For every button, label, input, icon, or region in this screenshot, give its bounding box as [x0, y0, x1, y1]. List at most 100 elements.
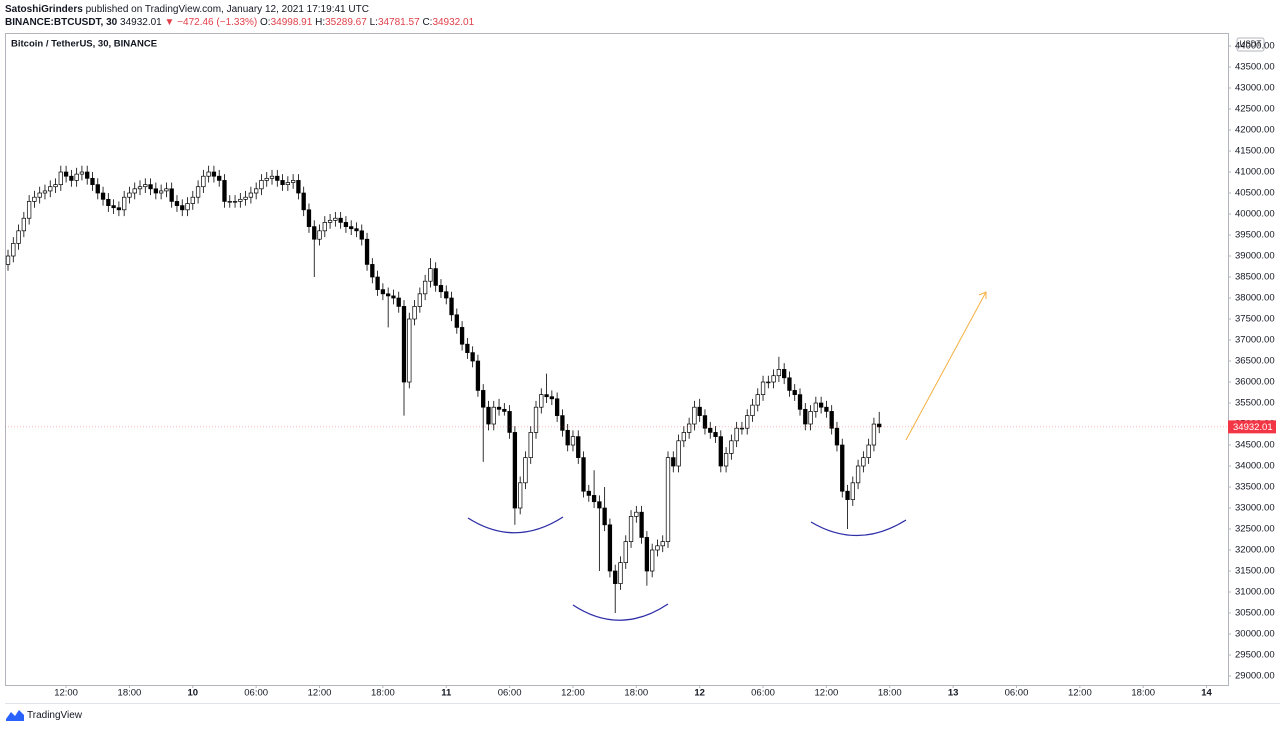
candle-body [449, 297, 454, 316]
candle-body [877, 423, 882, 428]
arrow-head [978, 291, 987, 299]
candle-body [628, 516, 634, 542]
candle-body [829, 411, 834, 429]
y-tick-label: 40500.00 [1235, 188, 1275, 199]
candle-body [296, 180, 301, 194]
y-tick-label: 41000.00 [1235, 167, 1275, 178]
candle-body [317, 230, 322, 240]
candle-body [285, 182, 290, 185]
candle-body [264, 177, 269, 181]
x-tick-label: 10 [188, 688, 199, 699]
candle-body [549, 396, 554, 400]
x-tick-label: 12:00 [1068, 688, 1092, 699]
candle-body [813, 402, 818, 412]
candle-body [655, 545, 660, 551]
candle-body [227, 201, 232, 203]
y-tick-label: 34500.00 [1235, 440, 1275, 451]
candle-body [676, 440, 681, 467]
y-tick-label: 37500.00 [1235, 314, 1275, 325]
candle-body [396, 297, 401, 307]
candle-body [496, 406, 502, 410]
candle-body [63, 171, 69, 177]
candle-body [723, 453, 729, 467]
candle-body [507, 411, 512, 433]
y-tick-label: 36500.00 [1235, 356, 1275, 367]
candle-body [407, 318, 412, 383]
candle-body [254, 188, 259, 194]
candle-body [153, 188, 158, 194]
brand: TradingView [27, 709, 83, 721]
candle-body [259, 180, 264, 190]
x-tick-label: 12:00 [561, 688, 585, 699]
candle-body [386, 293, 391, 297]
x-tick-label: 18:00 [371, 688, 395, 699]
y-tick-label: 38500.00 [1235, 272, 1275, 283]
l-value: 34781.57 [377, 17, 420, 28]
candle-body [11, 243, 16, 257]
candle-body [713, 432, 718, 437]
candle-body [290, 180, 296, 183]
candle-body [338, 217, 343, 223]
candle-body [565, 429, 570, 446]
candle-body [148, 184, 153, 190]
candle-body [797, 394, 803, 410]
candle-body [871, 423, 877, 446]
candle-body [58, 171, 63, 185]
candle-body [792, 390, 797, 395]
candle-body [618, 562, 623, 584]
header-line-1: SatoshiGrinders published on TradingView… [5, 3, 474, 16]
candle-body [454, 314, 459, 328]
candle-body [665, 457, 671, 542]
candle-body [180, 205, 185, 211]
candle-body [85, 171, 90, 179]
candle-body [306, 209, 312, 227]
candle-body [422, 280, 428, 295]
candle-body [375, 276, 380, 290]
candle-body [686, 423, 692, 433]
published: published on TradingView.com, January 12… [85, 4, 369, 15]
candle-body [850, 482, 855, 500]
candle-body [481, 390, 486, 408]
candle-body [248, 192, 254, 198]
candle-body [644, 537, 650, 572]
candle-body [37, 192, 42, 198]
candle-body [333, 217, 338, 221]
candle-body [528, 432, 533, 458]
o-value: 34998.91 [270, 17, 313, 28]
candle-body [681, 432, 686, 442]
x-tick-label: 18:00 [624, 688, 648, 699]
candle-body [750, 404, 755, 416]
x-tick-label: 18:00 [118, 688, 142, 699]
chart: Bitcoin / TetherUS, 30, BINANCE USDT 290… [5, 33, 1280, 704]
candle-body [697, 406, 702, 416]
candle-body [122, 196, 127, 211]
candle-body [137, 186, 143, 190]
y-tick-label: 35500.00 [1235, 398, 1275, 409]
candle-body [312, 226, 317, 240]
candle-body [766, 381, 771, 384]
candle-body [322, 222, 327, 232]
candle-body [607, 524, 613, 572]
x-tick-label: 06:00 [751, 688, 775, 699]
c-value: 34932.01 [432, 17, 475, 28]
candle-body [660, 541, 665, 547]
candle-body [26, 201, 32, 219]
y-tick-label: 31000.00 [1235, 587, 1275, 598]
change: ▼ −472.46 (−1.33%) [164, 17, 258, 28]
candle-body [301, 192, 306, 211]
y-tick-label: 31500.00 [1235, 566, 1275, 577]
candle-body [518, 482, 523, 509]
candle-body [465, 343, 470, 353]
header-line-2: BINANCE:BTCUSDT, 30 34932.01 ▼ −472.46 (… [5, 16, 474, 29]
candle-body [544, 394, 549, 398]
candle-body [195, 186, 201, 198]
candle-body [718, 436, 723, 467]
author: SatoshiGrinders [5, 4, 83, 15]
candle-body [834, 427, 840, 446]
candle-body [539, 394, 544, 408]
candle-body [586, 490, 591, 496]
c-label: C: [422, 17, 433, 28]
candle-body [21, 217, 26, 232]
y-tick-label: 43000.00 [1235, 83, 1275, 94]
candle-body [734, 427, 739, 442]
